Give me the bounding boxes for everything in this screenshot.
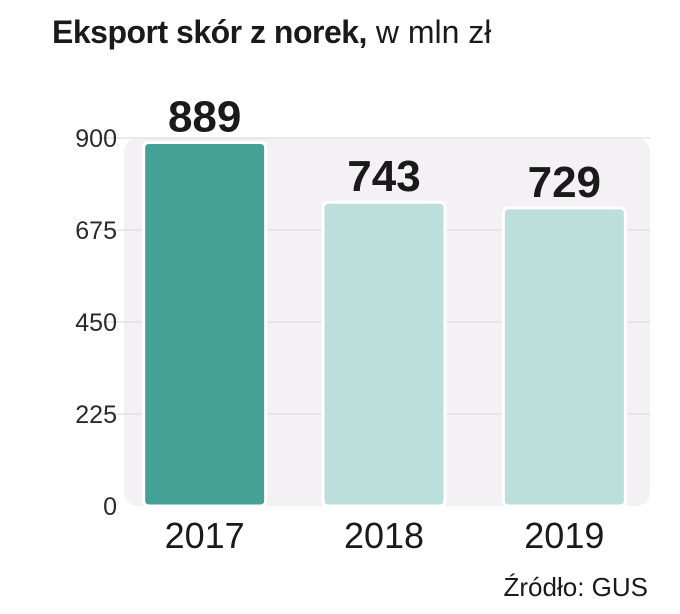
chart-title-unit: w mln zł xyxy=(375,14,492,50)
x-tick-label-2019: 2019 xyxy=(524,515,604,556)
y-tick-label: 900 xyxy=(75,125,117,153)
x-tick-label-2017: 2017 xyxy=(165,515,245,556)
data-label-2018: 743 xyxy=(347,152,420,201)
chart-title-main: Eksport skór z norek, xyxy=(52,14,367,50)
bar-2018 xyxy=(321,200,447,508)
bar-2017 xyxy=(142,140,268,508)
y-tick-label: 450 xyxy=(75,309,117,337)
bar-2019 xyxy=(501,206,627,508)
data-label-2019: 729 xyxy=(528,158,601,207)
y-tick-label: 225 xyxy=(75,401,117,429)
x-tick-label-2018: 2018 xyxy=(344,515,424,556)
chart-title: Eksport skór z norek, w mln zł xyxy=(52,14,491,51)
y-tick-label: 675 xyxy=(75,217,117,245)
source-note: Źródło: GUS xyxy=(503,572,649,602)
data-label-2017: 889 xyxy=(168,92,241,141)
y-tick-label: 0 xyxy=(103,493,117,521)
